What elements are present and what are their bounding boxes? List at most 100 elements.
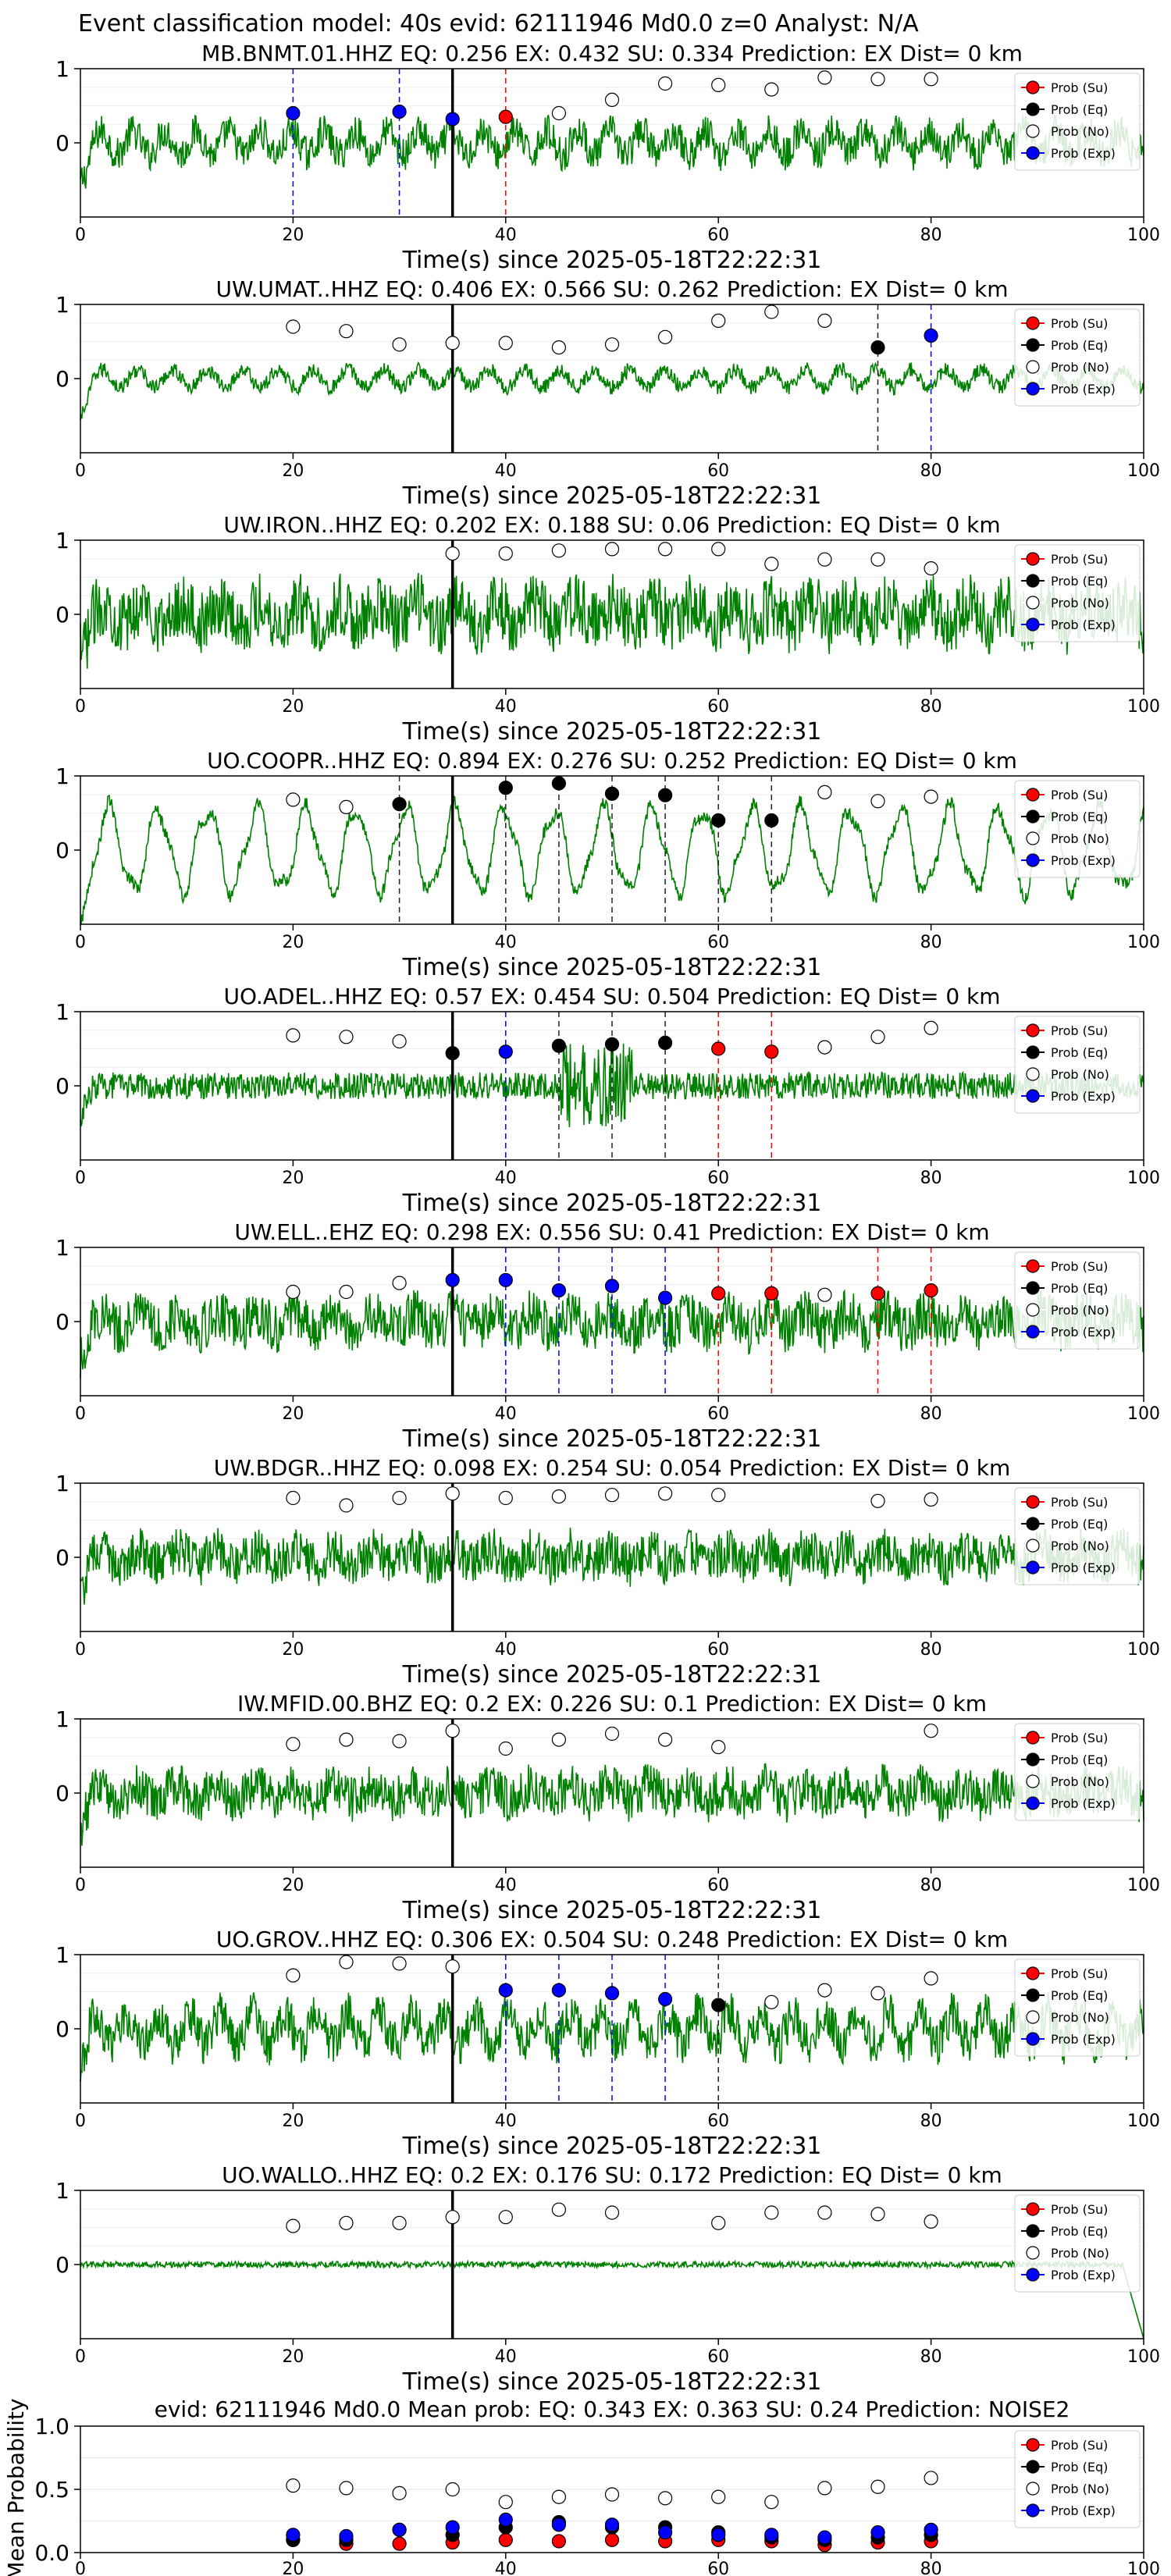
station-panel: UW.IRON..HHZ EQ: 0.202 EX: 0.188 SU: 0.0… [55,512,1160,745]
legend-label: Prob (Eq) [1051,1752,1108,1767]
x-axis-label: Time(s) since 2025-05-18T22:22:31 [402,247,822,274]
prob-point-no [817,785,832,800]
panel-title: UW.BDGR..HHZ EQ: 0.098 EX: 0.254 SU: 0.0… [214,1455,1011,1481]
prob-point-no [339,1284,354,1300]
x-tick-label: 20 [282,697,304,717]
mean-prob-point-exp [339,2528,354,2544]
legend-marker [1026,1067,1040,1081]
legend-label: Prob (Su) [1051,1259,1108,1274]
prob-point-no [339,799,354,815]
legend-marker [1026,2202,1040,2216]
y-tick-label: 1 [55,999,69,1025]
prob-point-no [817,552,832,567]
prob-point-no [498,336,513,350]
y-tick-label: 0 [55,1781,69,1806]
prob-point-no [286,1028,301,1043]
legend-label: Prob (No) [1051,2482,1109,2496]
legend-marker [1026,2224,1040,2238]
mean-probability-panel: evid: 62111946 Md0.0 Mean prob: EQ: 0.34… [3,2396,1160,2576]
legend-marker [1026,853,1040,867]
legend-marker [1026,552,1040,566]
x-tick-label: 40 [495,1404,517,1424]
legend-marker [1026,102,1040,116]
prob-point-no [498,1490,513,1506]
x-axis-label: Time(s) since 2025-05-18T22:22:31 [402,1425,822,1453]
x-tick-label: 40 [495,2112,517,2131]
legend-marker [1026,596,1040,610]
prob-point-eq [657,788,673,802]
prob-point-no [870,2207,885,2222]
legend-label: Prob (Exp) [1051,617,1116,632]
x-tick-label: 100 [1127,933,1160,952]
x-tick-label: 80 [920,2347,942,2367]
y-tick-label: 1.0 [34,2414,69,2439]
legend-frame [1014,73,1141,171]
x-tick-label: 60 [707,1640,729,1660]
figure-title: Event classification model: 40s evid: 62… [78,10,919,37]
prob-point-no [286,1490,301,1506]
legend-label: Prob (Eq) [1051,1045,1108,1060]
x-tick-label: 60 [707,1876,729,1895]
mean-prob-point-exp [817,2530,832,2545]
legend-label: Prob (No) [1051,2246,1109,2261]
prob-point-no [604,92,620,108]
prob-point-no [711,542,726,557]
prob-point-eq [551,1038,567,1053]
y-tick-label: 0 [55,602,69,628]
x-tick-label: 100 [1127,461,1160,481]
prob-point-exp [657,1290,673,1305]
panel-title: UW.ELL..EHZ EQ: 0.298 EX: 0.556 SU: 0.41… [234,1219,989,1245]
station-panel: IW.MFID.00.BHZ EQ: 0.2 EX: 0.226 SU: 0.1… [55,1691,1160,1924]
mean-prob-point-su [392,2536,407,2551]
prob-point-no [286,1284,301,1300]
prob-point-no [764,82,779,97]
legend-label: Prob (No) [1051,1067,1109,1082]
legend-marker [1026,1023,1040,1037]
prob-point-no [764,1994,779,2009]
legend-label: Prob (Su) [1051,1731,1108,1745]
legend-marker [1026,1517,1040,1531]
chart-legend: Prob (Su) Prob (Eq) Prob (No) Prob (Exp) [1014,1723,1141,1821]
legend-frame [1014,780,1141,878]
y-tick-label: 1 [55,1706,69,1732]
x-tick-label: 100 [1127,226,1160,245]
legend-marker [1026,2268,1040,2282]
legend-frame [1014,2194,1141,2293]
prob-point-eq [657,1035,673,1051]
legend-label: Prob (Exp) [1051,2503,1116,2518]
legend-label: Prob (Eq) [1051,574,1108,589]
legend-label: Prob (No) [1051,1774,1109,1789]
prob-point-no [924,560,938,576]
legend-label: Prob (No) [1051,124,1109,139]
prob-point-exp [498,1272,513,1287]
panel-title: UO.ADEL..HHZ EQ: 0.57 EX: 0.454 SU: 0.50… [223,984,1000,1009]
x-tick-label: 0 [75,1876,86,1895]
legend-frame [1014,544,1141,642]
prob-point-no [445,2210,460,2225]
prob-point-no [657,76,673,91]
prob-point-no [870,72,885,87]
x-tick-label: 80 [920,2560,942,2576]
station-panel: UW.BDGR..HHZ EQ: 0.098 EX: 0.254 SU: 0.0… [55,1455,1160,1688]
legend-label: Prob (Su) [1051,1495,1108,1510]
legend-label: Prob (No) [1051,1539,1109,1553]
legend-marker [1026,146,1040,160]
station-panel: UO.ADEL..HHZ EQ: 0.57 EX: 0.454 SU: 0.50… [55,984,1160,1217]
chart-legend: Prob (Su) Prob (Eq) Prob (No) Prob (Exp) [1014,544,1141,642]
prob-point-no [817,70,832,85]
x-tick-label: 60 [707,1169,729,1188]
prob-point-no [924,789,938,804]
legend-marker [1026,1752,1040,1767]
seismic-waveform [80,794,1144,925]
y-tick-label: 1 [55,56,69,82]
x-tick-label: 20 [282,1876,304,1895]
x-tick-label: 20 [282,2560,304,2576]
prob-point-no [817,1983,832,1998]
x-tick-label: 80 [920,933,942,952]
prob-point-no [392,1734,407,1749]
mean-prob-point-no [339,2481,354,2496]
prob-point-su [711,1286,726,1301]
x-tick-label: 60 [707,933,729,952]
y-tick-label: 0.0 [34,2540,69,2566]
